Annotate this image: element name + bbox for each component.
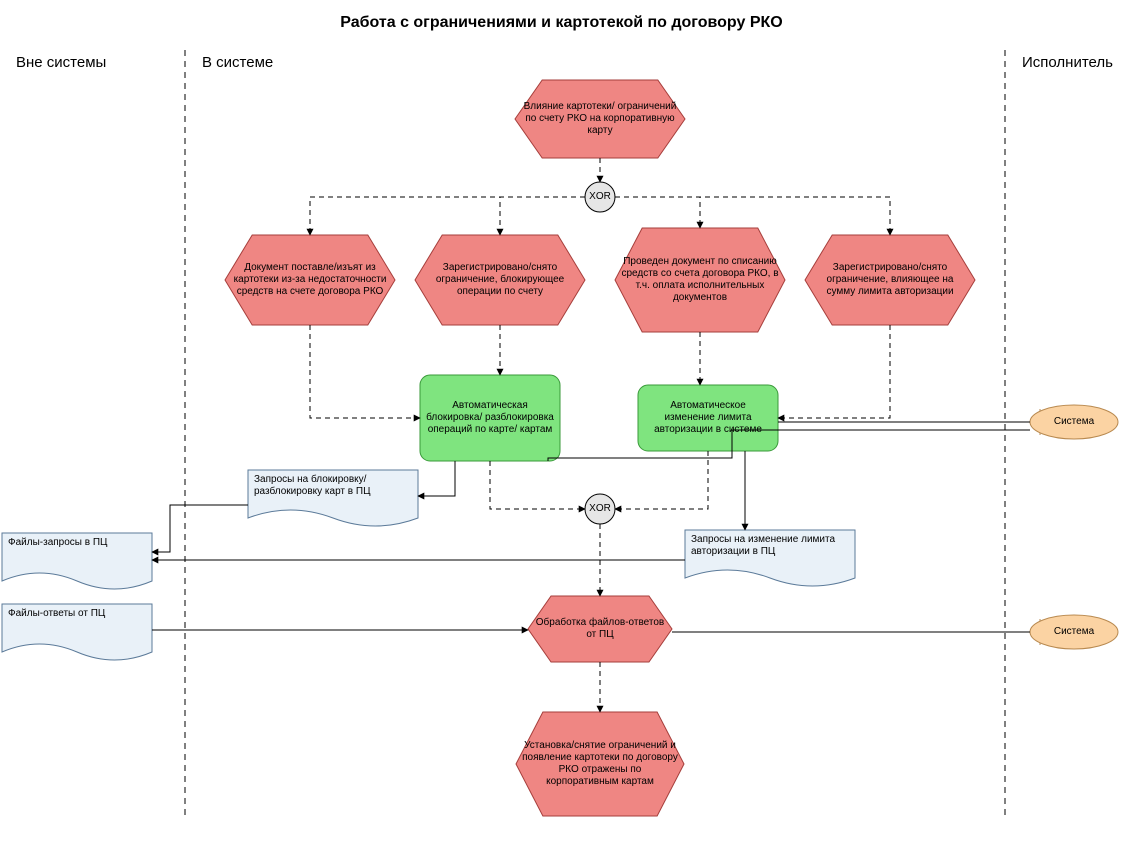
node-label-doc-block-req: Запросы на блокировку/ разблокировку кар… [248,470,418,526]
lane-label: В системе [202,54,273,71]
node-label-doc-files-req: Файлы-запросы в ПЦ [2,533,152,589]
node-label-doc-files-resp: Файлы-ответы от ПЦ [2,604,152,660]
diagram-title: Работа с ограничениями и картотекой по д… [0,14,1123,32]
lane-label: Вне системы [16,54,106,71]
edge-ev-a-fn-block [310,325,420,418]
node-label-ev-proc: Обработка файлов-ответов от ПЦ [528,596,672,662]
node-label-fn-limit: Автоматическое изменение лимита авториза… [638,385,778,451]
edge-fn-block-xor2 [490,461,585,509]
edge-actor1-fn-block [548,430,1030,461]
edge-xor1-ev-a [310,197,585,235]
diagram-canvas: Работа с ограничениями и картотекой по д… [0,0,1123,843]
node-label-actor2: Система [1030,615,1118,649]
node-label-xor1: XOR [585,182,615,212]
lane-label: Исполнитель [1022,54,1113,71]
node-label-ev-top: Влияние картотеки/ ограничений по счету … [515,80,685,158]
edge-fn-block-doc-block-req [418,461,455,496]
node-label-ev-final: Установка/снятие ограничений и появление… [516,712,684,816]
node-label-ev-b: Зарегистрировано/снято ограничение, блок… [415,235,585,325]
node-label-doc-limit-req: Запросы на изменение лимита авторизации … [685,530,855,586]
node-label-xor2: XOR [585,494,615,524]
node-label-fn-block: Автоматическая блокировка/ разблокировка… [420,375,560,461]
node-label-ev-c: Проведен документ по списанию средств со… [615,228,785,332]
edge-fn-limit-xor2 [615,451,708,509]
edge-xor1-ev-c [615,197,700,228]
edge-ev-d-fn-limit [778,325,890,418]
node-label-ev-d: Зарегистрировано/снято ограничение, влия… [805,235,975,325]
node-label-ev-a: Документ поставле/изъят из картотеки из-… [225,235,395,325]
edge-doc-block-req-doc-files-req [152,505,248,552]
edge-xor1-ev-b [500,197,585,235]
node-label-actor1: Система [1030,405,1118,439]
